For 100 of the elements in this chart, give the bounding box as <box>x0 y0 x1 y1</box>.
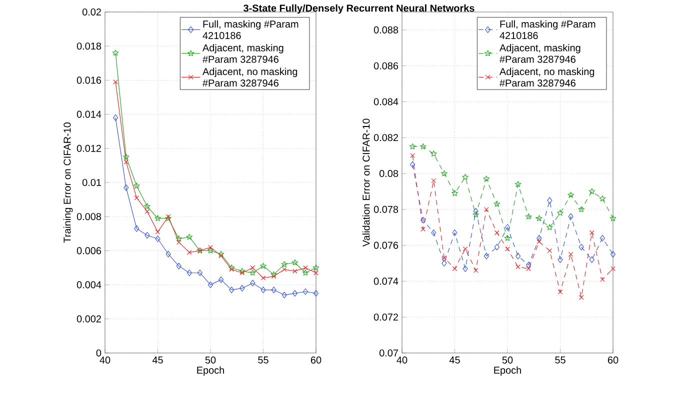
point <box>229 286 234 294</box>
point <box>302 270 309 276</box>
point <box>473 268 478 273</box>
point <box>494 244 500 250</box>
point <box>303 265 308 270</box>
point <box>431 178 436 184</box>
point <box>504 234 511 241</box>
point <box>494 230 500 236</box>
point <box>600 277 605 282</box>
y-tick-label: 0.07 <box>379 349 398 357</box>
y-tick-label: 0 <box>96 349 102 357</box>
y-tick-label: 0.018 <box>76 42 102 50</box>
point <box>441 170 448 176</box>
point <box>578 206 584 212</box>
y-tick-label: 0.002 <box>76 315 101 322</box>
point <box>420 216 426 224</box>
point <box>578 294 584 300</box>
point <box>504 224 510 231</box>
y-tick-label: 0.082 <box>374 134 398 142</box>
point <box>186 250 192 255</box>
point <box>292 259 298 266</box>
point <box>420 226 426 232</box>
point <box>197 270 202 276</box>
y-tick-label: 0.012 <box>76 144 101 152</box>
x-axis-title: Epoch <box>494 366 521 376</box>
y-tick-label: 0.08 <box>379 170 398 178</box>
point <box>568 213 574 220</box>
point <box>462 265 468 272</box>
x-tick-label: 60 <box>608 356 618 364</box>
point <box>271 274 276 279</box>
point <box>271 286 276 294</box>
y-tick-label: 0.02 <box>82 8 101 16</box>
point <box>610 251 616 258</box>
point <box>281 261 288 268</box>
x-tick-label: 50 <box>205 356 216 364</box>
point <box>260 286 266 294</box>
y-tick-label: 0.072 <box>374 314 398 321</box>
y-tick-label: 0.078 <box>374 206 398 213</box>
point <box>494 200 500 207</box>
point <box>144 203 150 210</box>
point <box>260 276 266 280</box>
point <box>270 271 277 278</box>
y-tick-label: 0.016 <box>76 76 102 84</box>
x-tick-label: 40 <box>396 356 408 364</box>
point <box>176 240 182 245</box>
point <box>610 215 616 222</box>
point <box>250 270 256 276</box>
point <box>558 256 563 263</box>
point <box>144 232 150 239</box>
x-tick-label: 45 <box>152 356 163 364</box>
point <box>228 264 235 270</box>
point <box>124 160 129 164</box>
point <box>452 229 458 236</box>
point <box>282 267 287 272</box>
y-axis-title: Training Error on CIFAR-10 <box>63 122 73 243</box>
y-tick-label: 0.084 <box>374 98 398 106</box>
point <box>516 264 520 270</box>
point <box>155 230 160 234</box>
point <box>154 215 161 222</box>
point <box>547 197 552 204</box>
point <box>514 181 522 188</box>
legend-label: Adjacent, no masking #Param 3287946 <box>500 68 594 87</box>
point <box>313 290 319 297</box>
point <box>292 268 298 274</box>
point <box>452 190 458 196</box>
point <box>547 248 552 254</box>
y-tick-label: 0.074 <box>374 278 398 285</box>
point <box>588 188 596 194</box>
point <box>526 262 532 268</box>
point <box>536 215 542 222</box>
point <box>409 143 416 150</box>
point <box>186 234 193 240</box>
point <box>505 246 510 252</box>
point <box>292 290 298 297</box>
point <box>218 250 224 257</box>
point <box>589 256 594 263</box>
y-tick-label: 0.01 <box>82 178 101 186</box>
legend-label: Full, masking #Param 4210186 <box>202 20 298 40</box>
point <box>483 176 490 182</box>
point <box>314 270 318 276</box>
x-tick-label: 55 <box>258 356 268 364</box>
point <box>546 224 553 230</box>
y-tick-label: 0.006 <box>76 247 102 254</box>
point <box>240 284 245 292</box>
point <box>473 208 478 215</box>
point <box>302 288 308 295</box>
point <box>229 267 234 272</box>
point <box>442 255 447 260</box>
legend-label: Adjacent, no masking #Param 3287946 <box>202 68 298 87</box>
point <box>431 229 436 236</box>
point <box>599 195 606 202</box>
point <box>144 209 150 214</box>
point <box>484 207 489 212</box>
point <box>536 234 542 242</box>
y-tick-label: 0.008 <box>76 213 102 220</box>
point <box>462 174 468 180</box>
point <box>568 252 574 257</box>
point <box>452 266 458 272</box>
point <box>239 268 246 274</box>
point <box>250 265 256 270</box>
